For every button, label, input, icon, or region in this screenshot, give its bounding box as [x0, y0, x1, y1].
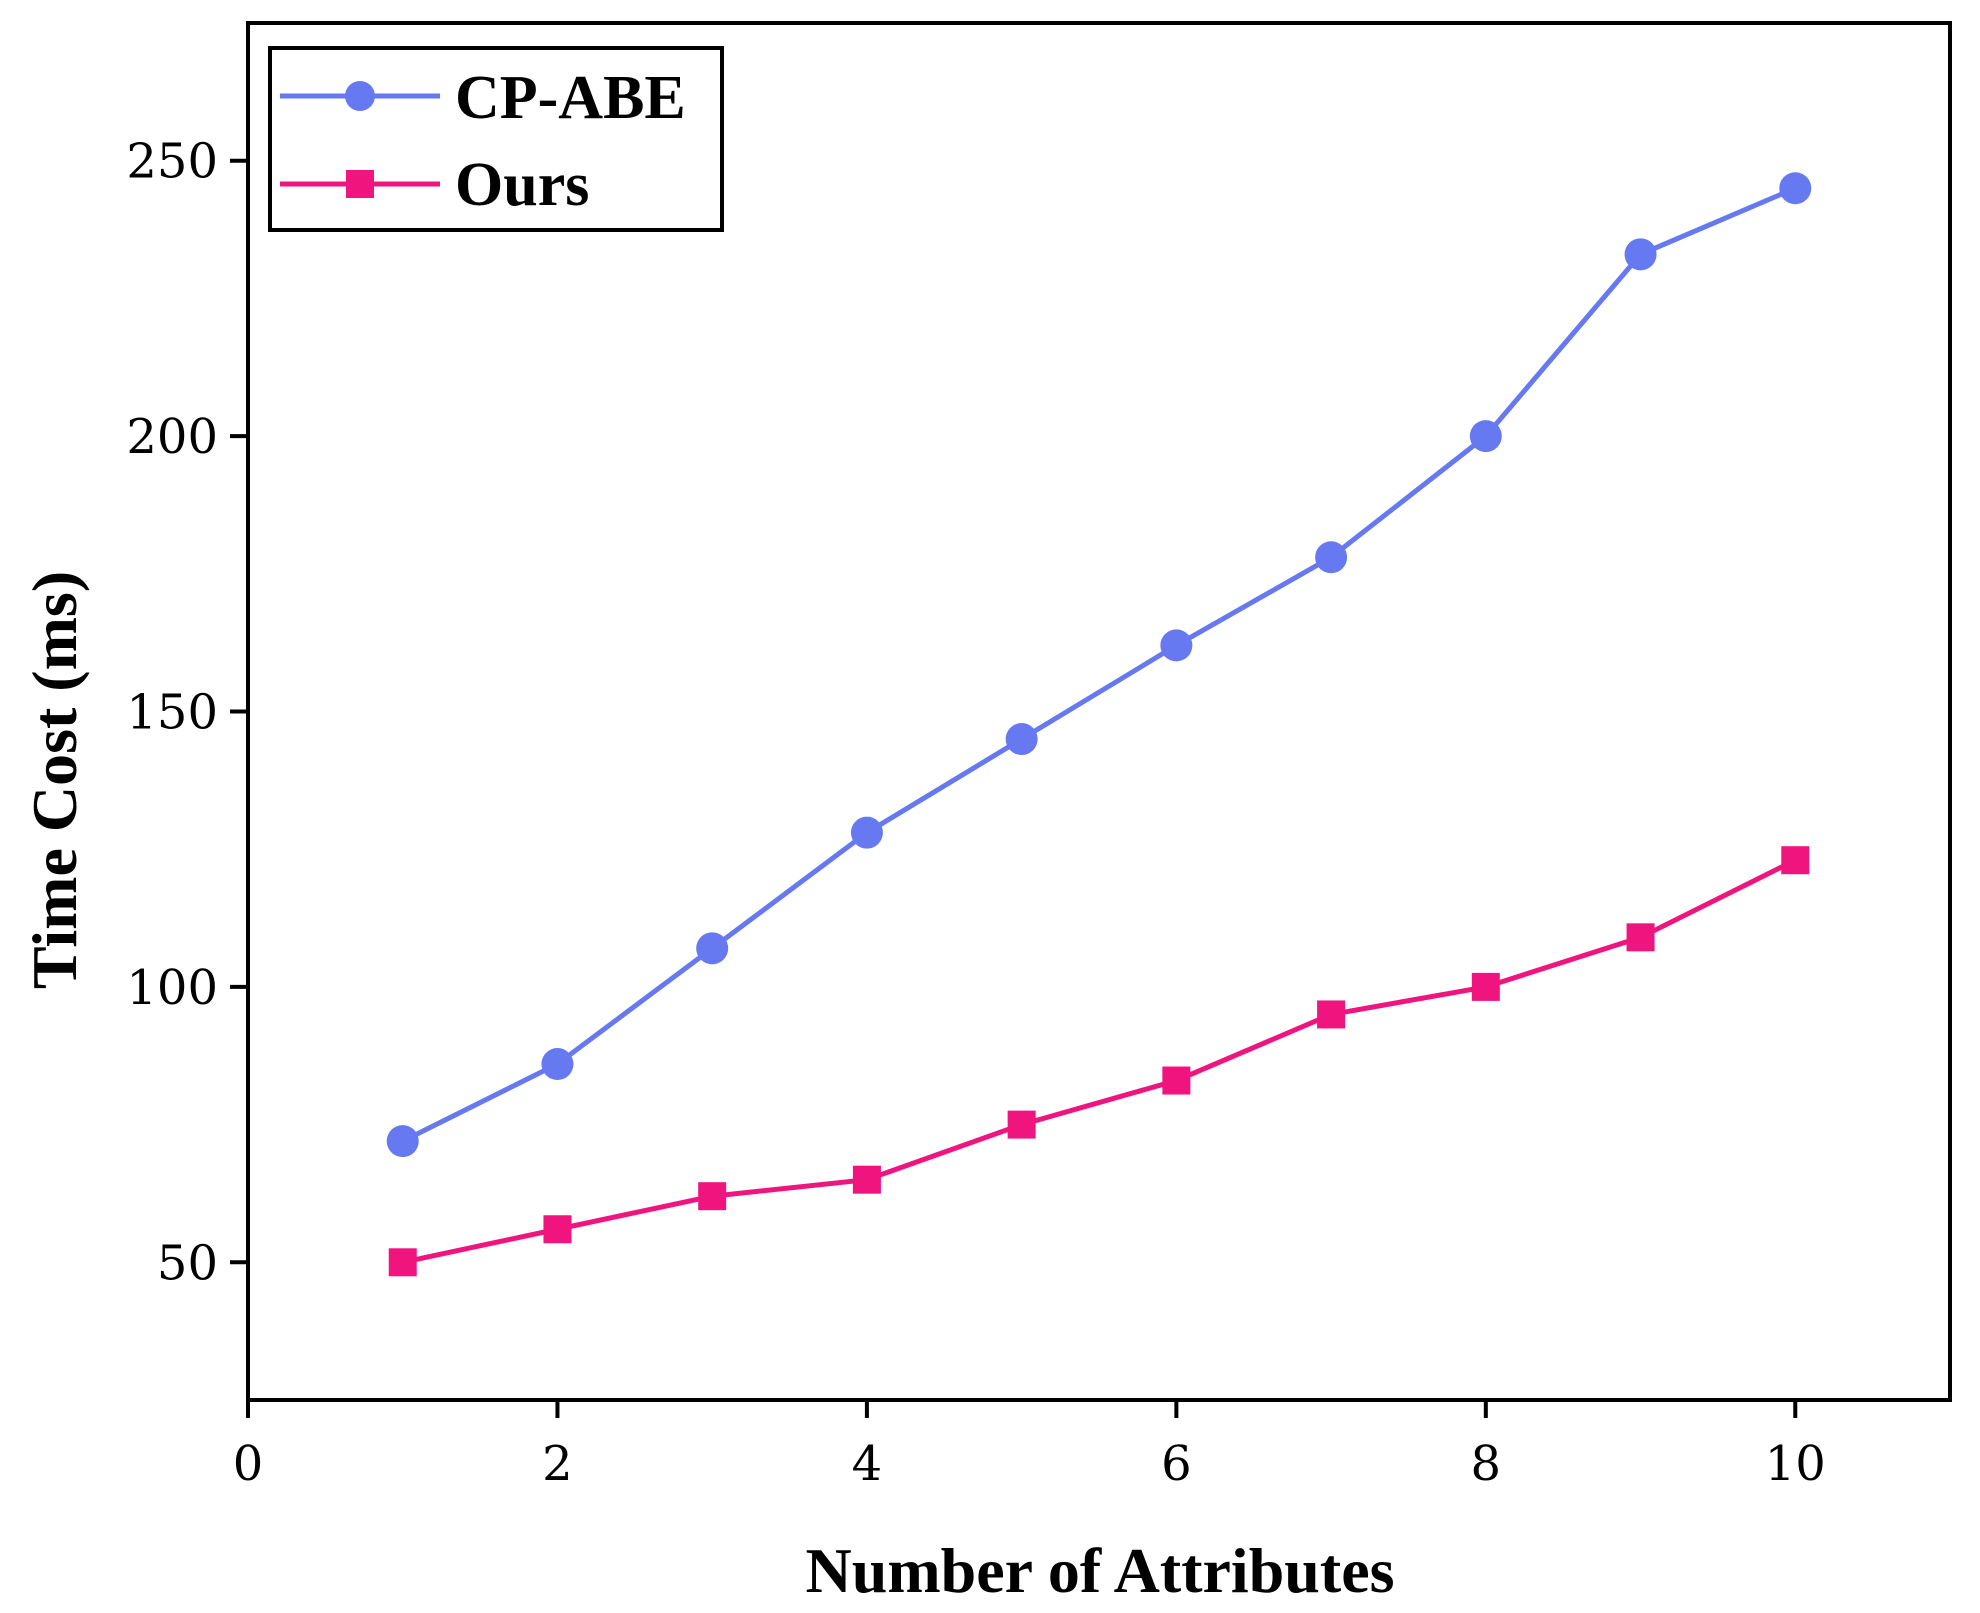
legend-label-ours: Ours [455, 151, 589, 219]
x-tick-label-8: 8 [1471, 1436, 1502, 1492]
series-line-cp-abe [401, 185, 1797, 1144]
point-ours-3 [698, 1182, 727, 1211]
point-ours-1 [388, 1248, 417, 1277]
legend-marker-cp-abe [345, 81, 375, 111]
point-cp-abe-3 [696, 932, 729, 965]
x-tick-label-4: 4 [852, 1436, 883, 1492]
y-tick-label-50: 50 [157, 1235, 218, 1291]
legend-entry-cp-abe: CP-ABE [280, 64, 686, 132]
x-tick-label-2: 2 [542, 1436, 573, 1492]
point-ours-4 [852, 1165, 881, 1194]
x-tick-label-6: 6 [1161, 1436, 1192, 1492]
y-tick-label-100: 100 [126, 960, 218, 1016]
legend: CP-ABE Ours [268, 46, 724, 232]
legend-frame [268, 46, 724, 232]
point-ours-9 [1626, 923, 1655, 952]
point-ours-10 [1781, 846, 1810, 875]
legend-entry-ours: Ours [280, 151, 589, 219]
point-cp-abe-5 [1005, 723, 1038, 756]
point-cp-abe-9 [1624, 238, 1657, 271]
legend-marker-ours [346, 170, 374, 198]
point-ours-5 [1007, 1110, 1036, 1139]
point-cp-abe-6 [1160, 629, 1193, 662]
x-tick-label-10: 10 [1765, 1436, 1826, 1492]
y-tick-label-250: 250 [126, 134, 218, 190]
series-line-ours [402, 857, 1797, 1265]
point-ours-8 [1471, 972, 1500, 1001]
point-cp-abe-7 [1315, 541, 1348, 574]
x-axis-ticks: 0 2 4 6 8 10 [233, 1400, 1826, 1492]
point-cp-abe-4 [850, 816, 883, 849]
point-cp-abe-1 [386, 1125, 419, 1158]
x-tick-label-0: 0 [233, 1436, 264, 1492]
y-axis-ticks: 50 100 150 200 250 [126, 134, 248, 1291]
point-ours-7 [1317, 1000, 1346, 1029]
point-cp-abe-10 [1779, 172, 1812, 205]
point-cp-abe-8 [1469, 420, 1502, 453]
series-layer [386, 172, 1812, 1277]
y-tick-label-200: 200 [126, 409, 218, 465]
plot-area-frame [246, 21, 1952, 1402]
y-tick-label-150: 150 [126, 685, 218, 741]
point-ours-2 [543, 1215, 572, 1244]
y-axis-title: Time Cost (ms) [19, 571, 90, 989]
point-cp-abe-2 [541, 1048, 574, 1081]
point-ours-6 [1162, 1066, 1191, 1095]
legend-label-cp-abe: CP-ABE [455, 64, 686, 132]
x-axis-title: Number of Attributes [806, 1535, 1395, 1606]
